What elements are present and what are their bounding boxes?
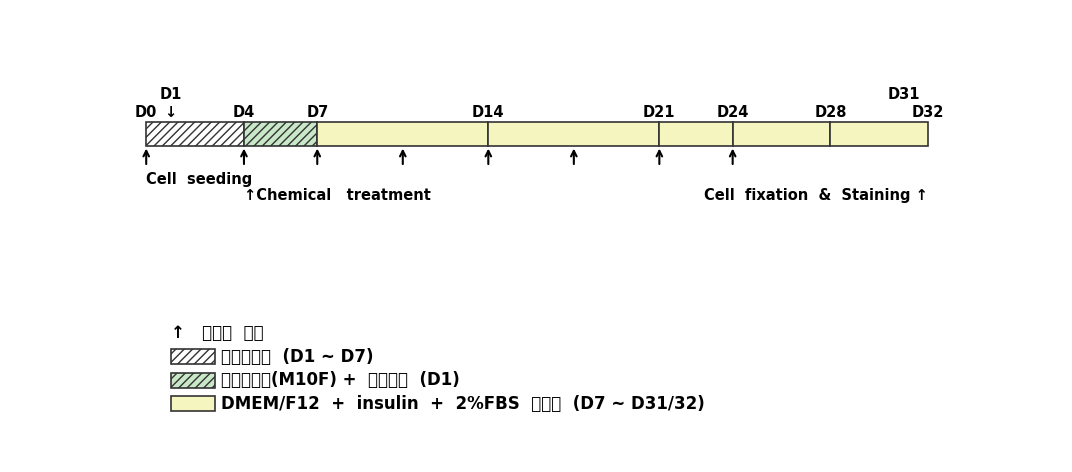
Text: D21: D21 [643, 105, 675, 120]
Text: Cell  seeding: Cell seeding [146, 171, 253, 186]
Bar [489, 122, 659, 146]
Text: D1: D1 [160, 87, 182, 102]
Text: ↓: ↓ [164, 105, 177, 120]
Bar [170, 349, 214, 364]
Text: D24: D24 [716, 105, 749, 120]
Text: DMEM/F12  +  insulin  +  2%FBS  배양액  (D7 ~ D31/32): DMEM/F12 + insulin + 2%FBS 배양액 (D7 ~ D31… [221, 395, 704, 413]
Bar [170, 372, 214, 388]
Bar [317, 122, 489, 146]
Text: D32: D32 [912, 105, 944, 120]
Bar [659, 122, 732, 146]
Bar [244, 122, 317, 146]
Text: ↑   배양액  교체: ↑ 배양액 교체 [170, 324, 264, 342]
Bar [170, 396, 214, 411]
Text: D4: D4 [233, 105, 255, 120]
Text: D7: D7 [307, 105, 328, 120]
Text: D31: D31 [888, 87, 920, 102]
Text: D28: D28 [814, 105, 847, 120]
Text: Cell  fixation  &  Staining ↑: Cell fixation & Staining ↑ [704, 188, 928, 203]
Text: 세포배양액  (D1 ~ D7): 세포배양액 (D1 ~ D7) [221, 348, 373, 366]
Bar [146, 122, 244, 146]
Text: 세포배양액(M10F) +  시험물질  (D1): 세포배양액(M10F) + 시험물질 (D1) [221, 371, 460, 389]
Text: ↑Chemical   treatment: ↑Chemical treatment [244, 188, 431, 203]
Bar [732, 122, 831, 146]
Text: D14: D14 [472, 105, 505, 120]
Text: D0: D0 [135, 105, 158, 120]
Bar [831, 122, 928, 146]
